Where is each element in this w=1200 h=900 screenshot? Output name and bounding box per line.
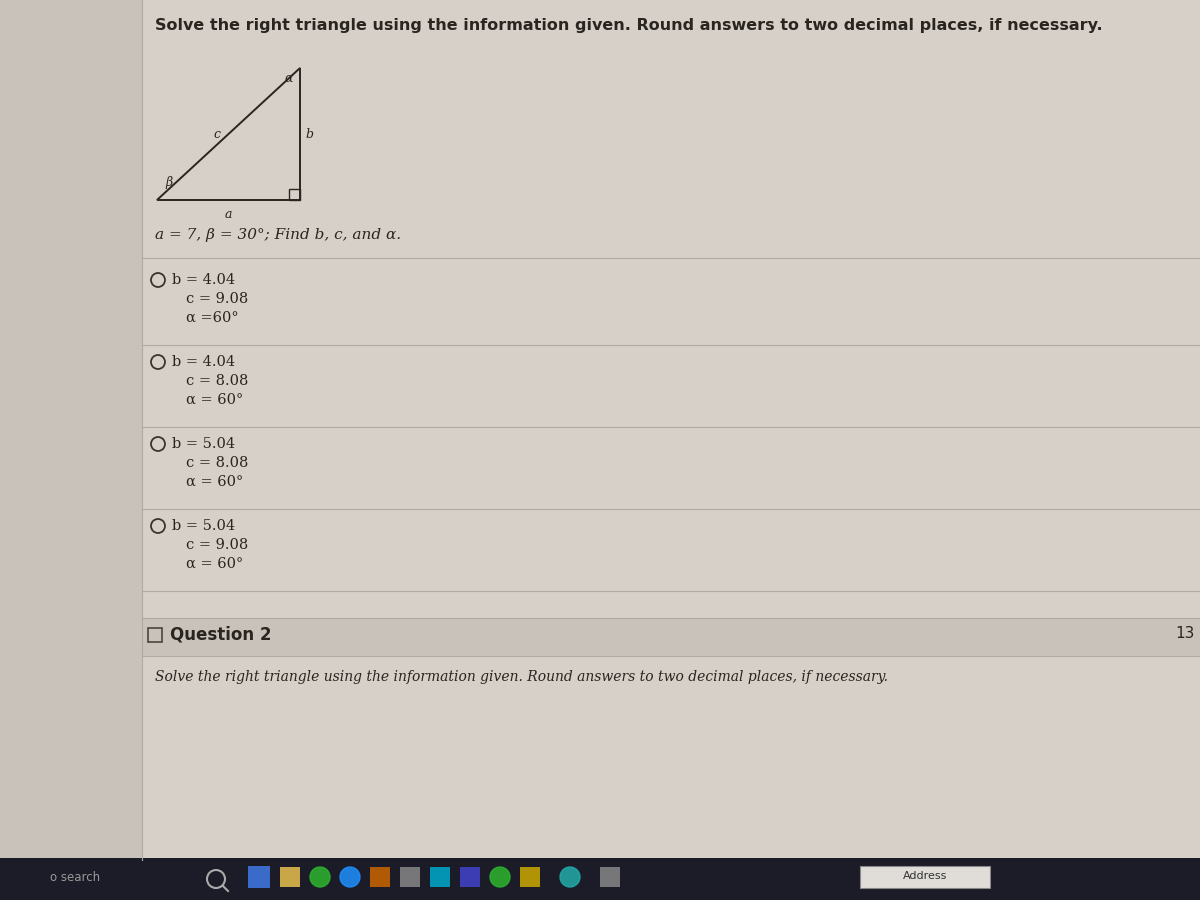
- Text: a: a: [224, 208, 233, 221]
- Text: 13: 13: [1176, 626, 1195, 641]
- Text: b = 4.04: b = 4.04: [172, 355, 235, 369]
- Text: a = 7, β = 30°; Find b, c, and α.: a = 7, β = 30°; Find b, c, and α.: [155, 228, 401, 242]
- Bar: [860, 866, 990, 888]
- Bar: [600, 867, 620, 887]
- Text: c = 9.08: c = 9.08: [186, 292, 248, 306]
- Bar: [142, 618, 1200, 656]
- Bar: [0, 0, 142, 860]
- Text: c = 9.08: c = 9.08: [186, 538, 248, 552]
- Text: c = 8.08: c = 8.08: [186, 456, 248, 470]
- Text: b = 4.04: b = 4.04: [172, 273, 235, 287]
- Text: Solve the right triangle using the information given. Round answers to two decim: Solve the right triangle using the infor…: [155, 18, 1103, 33]
- Bar: [400, 867, 420, 887]
- Bar: [430, 867, 450, 887]
- Text: b: b: [305, 128, 313, 140]
- Text: Address: Address: [902, 871, 947, 881]
- Text: c: c: [214, 128, 220, 140]
- Text: b = 5.04: b = 5.04: [172, 437, 235, 451]
- Text: c = 8.08: c = 8.08: [186, 374, 248, 388]
- Bar: [460, 867, 480, 887]
- Text: Question 2: Question 2: [170, 626, 271, 644]
- Text: Solve the right triangle using the information given. Round answers to two decim: Solve the right triangle using the infor…: [155, 670, 888, 684]
- Text: α = 60°: α = 60°: [186, 393, 244, 407]
- Bar: [148, 628, 162, 642]
- Bar: [289, 189, 300, 200]
- Circle shape: [490, 867, 510, 887]
- Text: b = 5.04: b = 5.04: [172, 519, 235, 533]
- Bar: [520, 867, 540, 887]
- Circle shape: [310, 867, 330, 887]
- Bar: [142, 0, 1200, 860]
- Circle shape: [560, 867, 580, 887]
- Text: β: β: [166, 176, 173, 189]
- Text: o search: o search: [50, 871, 100, 884]
- Bar: [248, 866, 270, 888]
- Text: α = 60°: α = 60°: [186, 475, 244, 489]
- Bar: [370, 867, 390, 887]
- Circle shape: [340, 867, 360, 887]
- Text: α: α: [284, 72, 293, 85]
- Bar: [280, 867, 300, 887]
- Text: α =60°: α =60°: [186, 311, 239, 325]
- Text: α = 60°: α = 60°: [186, 557, 244, 571]
- Bar: [0, 858, 1200, 900]
- Bar: [142, 656, 1200, 856]
